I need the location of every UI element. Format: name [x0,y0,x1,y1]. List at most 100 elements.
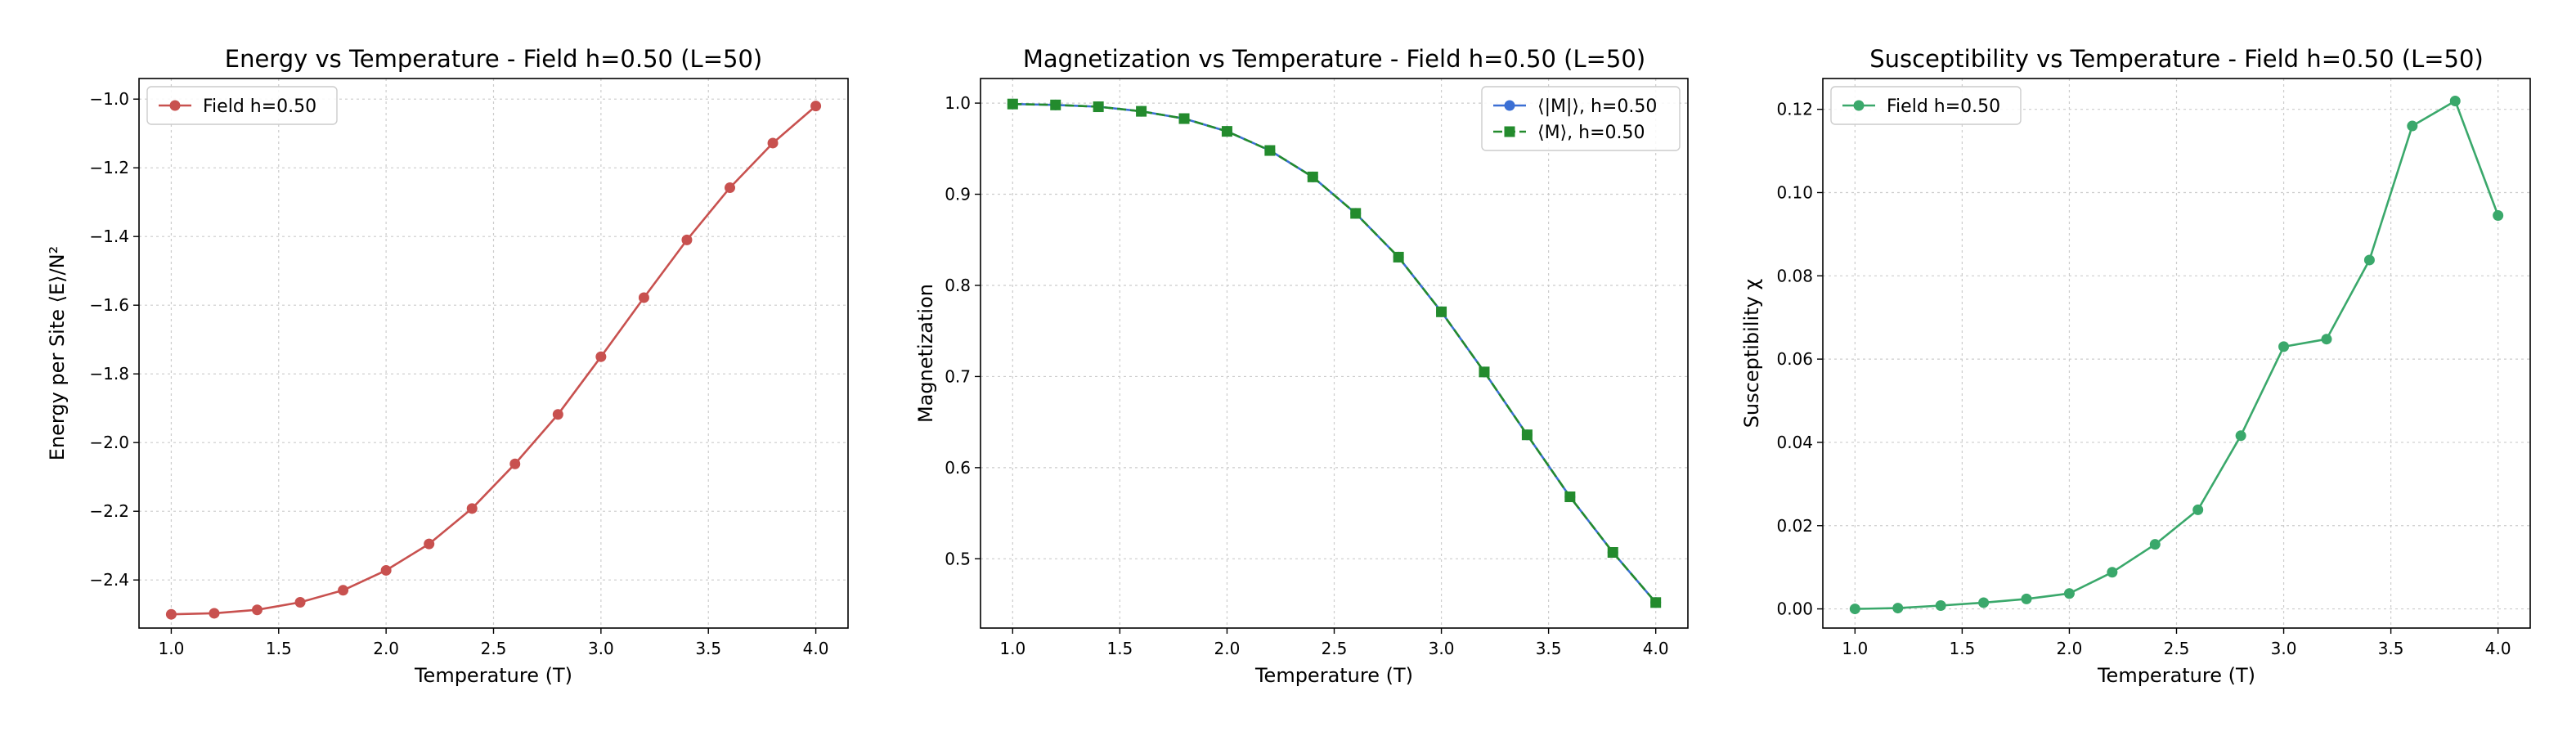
data-point [725,182,735,194]
y-tick-label: 0.6 [945,458,971,478]
legend-box [146,86,338,125]
series-line [171,105,817,616]
legend-marker [169,100,181,111]
x-tick-label: 1.5 [1106,639,1133,658]
x-tick-label: 1.5 [1949,639,1975,658]
y-tick-label: 0.5 [945,549,971,568]
x-tick-label: 1.0 [999,639,1025,658]
data-point [252,604,263,616]
data-point [2149,539,2161,550]
data-point [2407,120,2418,132]
y-tick-label: −1.0 [89,89,129,109]
data-point [1935,600,1946,612]
data-point [552,409,563,420]
data-point [2493,209,2504,221]
y-tick-label: 0.00 [1776,599,1813,619]
data-point [2021,593,2032,604]
data-point [1307,171,1318,182]
data-point [2363,254,2375,266]
legend-marker [1853,100,1865,111]
x-tick-label: 3.0 [588,639,614,658]
data-point [1892,603,1904,614]
data-point [2235,430,2246,442]
y-tick-label: 0.12 [1776,100,1813,119]
chart-3: 1.0 1.5 2.0 2.5 3.0 3.5 4.0 0.00 0.02 0.04 0.06 0.0… [1740,45,2531,687]
y-tick-label: −1.2 [89,158,129,177]
data-point [1650,597,1662,608]
data-point [294,597,306,608]
y-axis-label: Energy per Site ⟨E⟩/N² [46,246,69,460]
x-tick-label: 2.5 [1322,639,1348,658]
data-point [2063,588,2075,599]
x-axis-label: Temperature (T) [2097,664,2255,687]
y-tick-label: −2.2 [89,501,129,521]
data-point [1350,208,1362,219]
y-tick-label: −2.0 [89,433,129,452]
data-point [810,101,822,112]
y-tick-label: −1.6 [89,295,129,315]
data-point [1978,597,1990,608]
series-line [1855,100,2499,610]
x-tick-label: 4.0 [803,639,829,658]
y-axis-label: Susceptibility χ [1740,279,1763,429]
legend-marker [1504,126,1515,137]
legend-label: Field h=0.50 [203,96,316,117]
legend-box [1481,86,1681,151]
data-point [466,503,478,514]
y-tick-label: 0.7 [945,366,971,386]
data-point [1221,126,1232,137]
data-point [1564,491,1576,503]
legend: ⟨|M|⟩, h=0.50 ⟨M⟩, h=0.50 [1481,86,1681,151]
y-tick-label: 0.04 [1776,433,1813,452]
y-tick-label: 0.02 [1776,516,1813,536]
data-point [380,564,392,576]
data-point [165,608,177,620]
data-point [2192,504,2204,515]
y-tick-label: 0.08 [1776,266,1813,285]
data-point [1264,145,1276,156]
data-point [209,608,220,619]
series-line [1012,102,1657,604]
data-point [509,458,521,469]
chart-title: Magnetization vs Temperature - Field h=0… [1023,45,1645,73]
data-point [595,351,607,362]
x-tick-label: 3.5 [1536,639,1562,658]
data-point [1007,98,1018,110]
x-tick-label: 2.5 [2164,639,2190,658]
x-tick-label: 2.0 [373,639,399,658]
x-axis-label: Temperature (T) [414,664,572,687]
legend-marker [1504,100,1515,111]
y-tick-label: −1.4 [89,227,129,246]
data-point [1521,429,1533,441]
data-point [2278,341,2290,352]
x-tick-label: 2.5 [481,639,507,658]
legend-label: ⟨|M|⟩, h=0.50 [1537,96,1657,117]
chart-1: 1.0 1.5 2.0 2.5 3.0 3.5 4.0 −2.4 −2.2 −2.0 −1.8 −1.… [46,45,849,687]
data-point [1607,547,1618,559]
data-point [2107,567,2118,578]
chart-title: Susceptibility vs Temperature - Field h=… [1869,45,2484,73]
x-tick-label: 2.0 [2057,639,2083,658]
y-tick-label: 0.8 [945,276,971,295]
y-tick-label: −2.4 [89,570,129,590]
data-point [1436,306,1447,317]
x-tick-label: 1.0 [1842,639,1868,658]
legend: Field h=0.50 [1830,86,2022,125]
data-point [424,538,435,550]
y-tick-label: 0.9 [945,185,971,204]
data-point [1393,251,1404,263]
legend-box [1830,86,2022,125]
data-point [1093,101,1104,113]
data-point [1050,99,1061,110]
y-tick-label: 0.06 [1776,349,1813,369]
data-point [1136,105,1147,117]
legend-label: ⟨M⟩, h=0.50 [1537,123,1645,143]
y-tick-label: −1.8 [89,364,129,384]
legend: Field h=0.50 [146,86,338,125]
data-point [2449,95,2461,106]
data-point [1849,604,1860,615]
data-point [2321,334,2332,345]
legend-label: Field h=0.50 [1887,96,2000,117]
x-tick-label: 2.0 [1214,639,1241,658]
